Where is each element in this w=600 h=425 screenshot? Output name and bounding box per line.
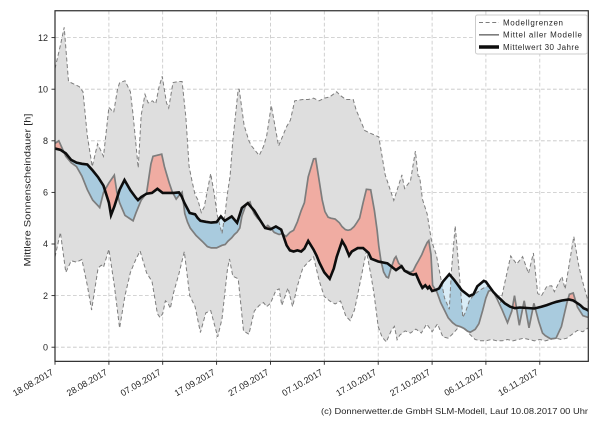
svg-text:6: 6 <box>43 188 48 198</box>
svg-text:(c) Donnerwetter.de GmbH SLM-M: (c) Donnerwetter.de GmbH SLM-Modell, Lau… <box>321 407 588 416</box>
svg-text:12: 12 <box>38 33 48 43</box>
svg-text:Mittel aller Modelle: Mittel aller Modelle <box>503 31 583 40</box>
svg-text:10: 10 <box>38 84 48 94</box>
svg-text:Mittelwert 30 Jahre: Mittelwert 30 Jahre <box>503 43 580 52</box>
svg-text:Modellgrenzen: Modellgrenzen <box>503 18 563 27</box>
svg-text:2: 2 <box>43 291 48 301</box>
svg-text:8: 8 <box>43 136 48 146</box>
svg-text:Mittlere Sonnenscheindauer [h]: Mittlere Sonnenscheindauer [h] <box>23 114 34 267</box>
svg-text:4: 4 <box>43 239 48 249</box>
svg-text:0: 0 <box>43 342 48 352</box>
